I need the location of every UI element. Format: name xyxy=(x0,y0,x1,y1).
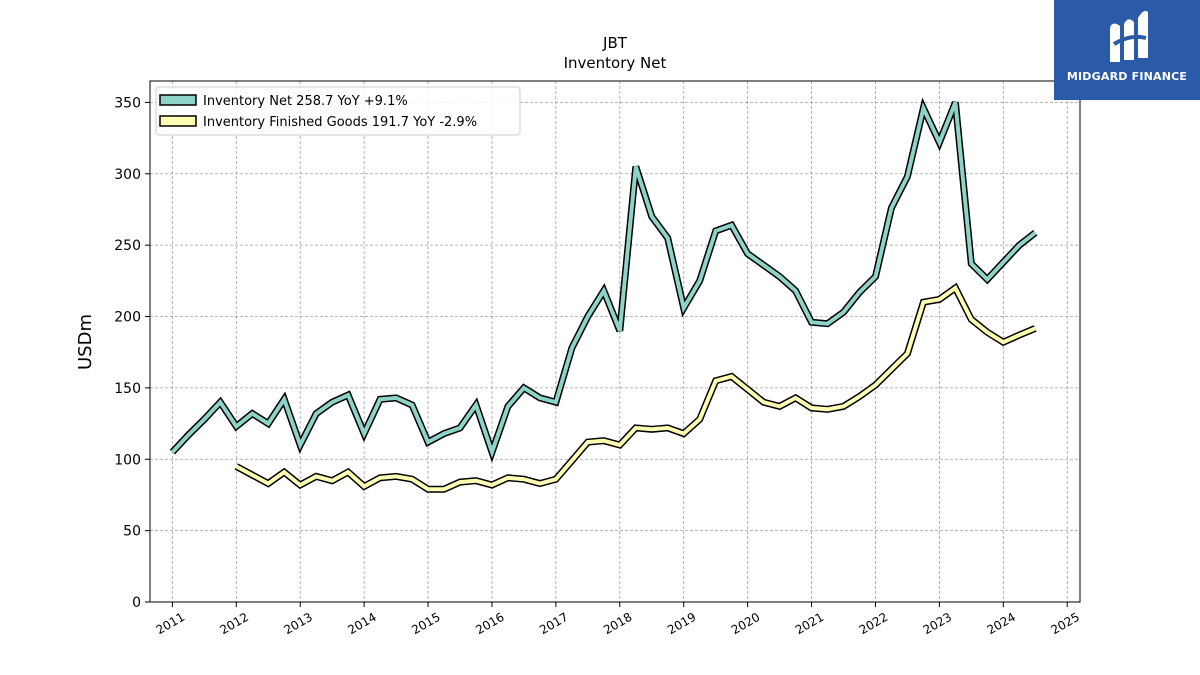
series-outline-0 xyxy=(169,97,1038,463)
chart-subtitle: Inventory Net xyxy=(564,54,667,72)
x-tick-label-2020: 2020 xyxy=(729,610,762,637)
midgard-finance-logo: MIDGARD FINANCE xyxy=(1054,0,1200,100)
series-layer xyxy=(169,97,1038,493)
x-tick-label-2021: 2021 xyxy=(793,610,826,637)
x-tick-label-2016: 2016 xyxy=(473,610,506,637)
y-tick-label-300: 300 xyxy=(114,167,141,183)
legend-swatch-finished-goods xyxy=(159,115,197,127)
legend-label-inventory-net: Inventory Net 258.7 YoY +9.1% xyxy=(203,94,408,109)
legend-swatch-inventory-net xyxy=(159,94,197,106)
y-tick-label-150: 150 xyxy=(114,381,141,397)
y-axis-label: USDm xyxy=(75,314,96,370)
axis-ticks: 0 50 100 150 200 250 300 350 2011 2012 2013 2014 201… xyxy=(114,95,1082,637)
x-tick-label-2011: 2011 xyxy=(154,610,187,637)
grid xyxy=(150,81,1080,603)
legend-box xyxy=(155,86,521,136)
legend: Inventory Net 258.7 YoY +9.1% Inventory … xyxy=(155,86,521,136)
x-tick-label-2018: 2018 xyxy=(601,610,634,637)
x-tick-label-2019: 2019 xyxy=(665,610,698,637)
x-tick-label-2013: 2013 xyxy=(281,610,314,637)
series-line-1 xyxy=(235,285,1037,492)
legend-label-finished-goods: Inventory Finished Goods 191.7 YoY -2.9% xyxy=(203,115,477,130)
y-tick-label-100: 100 xyxy=(114,452,141,468)
x-tick-label-2023: 2023 xyxy=(921,610,954,637)
x-tick-label-2024: 2024 xyxy=(985,610,1018,637)
x-tick-label-2022: 2022 xyxy=(857,610,890,637)
series-line-0 xyxy=(170,101,1037,459)
y-tick-label-350: 350 xyxy=(114,95,141,111)
plot-frame xyxy=(149,80,1081,603)
logo-mark-icon xyxy=(1110,10,1148,63)
x-tick-label-2015: 2015 xyxy=(409,610,442,637)
chart-title: JBT xyxy=(602,34,628,52)
y-tick-label-200: 200 xyxy=(114,310,141,326)
y-tick-label-50: 50 xyxy=(123,524,141,540)
x-tick-label-2014: 2014 xyxy=(345,610,378,637)
x-tick-label-2012: 2012 xyxy=(218,610,251,637)
y-tick-label-250: 250 xyxy=(114,238,141,254)
y-tick-label-0: 0 xyxy=(132,595,141,611)
logo-text: MIDGARD FINANCE xyxy=(1066,70,1188,83)
x-tick-label-2017: 2017 xyxy=(537,610,570,637)
x-tick-label-2025: 2025 xyxy=(1048,610,1081,637)
